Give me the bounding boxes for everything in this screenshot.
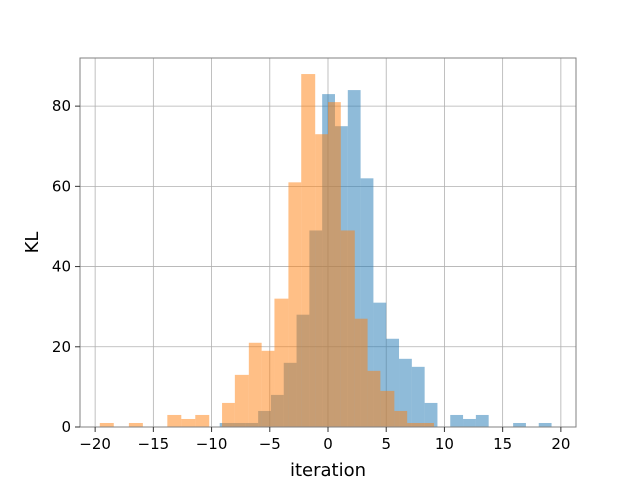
histogram-bar bbox=[222, 402, 235, 427]
y-tick-label: 0 bbox=[61, 418, 71, 436]
histogram-bar bbox=[407, 422, 422, 427]
histogram-bar bbox=[128, 422, 143, 427]
histogram-bar bbox=[411, 366, 425, 427]
x-tick-label: 15 bbox=[493, 435, 512, 453]
histogram-bar bbox=[394, 410, 408, 427]
histogram-bar bbox=[195, 414, 210, 427]
histogram-bar bbox=[315, 134, 328, 427]
histogram-bar bbox=[340, 230, 355, 427]
histogram-bar bbox=[513, 422, 526, 427]
histogram-bar bbox=[475, 414, 489, 427]
axis-ticks: −20 −15 −10 −5 0 5 10 15 20 0 20 40 60 80 bbox=[52, 97, 571, 453]
histogram-bar bbox=[399, 358, 412, 427]
y-tick-label: 80 bbox=[52, 97, 71, 115]
x-axis-label: iteration bbox=[290, 460, 366, 480]
x-tick-label: 5 bbox=[381, 435, 391, 453]
histogram-bar bbox=[354, 318, 368, 427]
histogram-bar bbox=[261, 350, 275, 427]
histogram-bar bbox=[248, 342, 262, 427]
y-axis-label: KL bbox=[22, 232, 43, 254]
histogram-bar bbox=[421, 422, 434, 427]
histogram-series-2 bbox=[99, 74, 434, 427]
histogram-bar bbox=[463, 418, 476, 427]
histogram-bar bbox=[99, 422, 114, 427]
histogram-bar bbox=[288, 182, 302, 427]
y-tick-label: 20 bbox=[52, 338, 71, 356]
x-tick-label: −15 bbox=[138, 435, 170, 453]
bars bbox=[99, 74, 552, 427]
histogram-bar bbox=[234, 374, 249, 427]
y-tick-label: 40 bbox=[52, 258, 71, 276]
histogram-bar bbox=[274, 298, 289, 427]
histogram-bar bbox=[450, 414, 464, 427]
x-tick-label: 10 bbox=[435, 435, 454, 453]
x-tick-label: −20 bbox=[79, 435, 111, 453]
histogram-bar bbox=[538, 422, 552, 427]
y-tick-label: 60 bbox=[52, 177, 71, 195]
histogram-bar bbox=[181, 418, 196, 427]
x-tick-label: −5 bbox=[259, 435, 281, 453]
histogram-bar bbox=[380, 390, 395, 427]
histogram-bar bbox=[328, 102, 341, 427]
x-tick-label: −10 bbox=[196, 435, 228, 453]
x-tick-label: 20 bbox=[551, 435, 570, 453]
histogram-bar bbox=[424, 402, 438, 427]
histogram-bar bbox=[301, 74, 316, 427]
histogram-bar bbox=[367, 370, 381, 427]
x-tick-label: 0 bbox=[323, 435, 333, 453]
histogram-bar bbox=[167, 414, 182, 427]
